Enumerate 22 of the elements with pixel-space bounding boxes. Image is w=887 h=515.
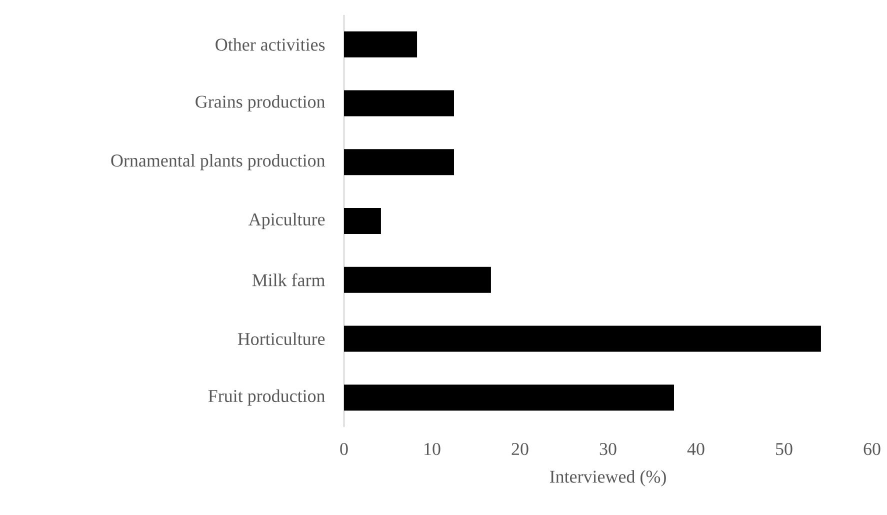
x-axis-title: Interviewed (%) xyxy=(550,470,666,486)
x-tick-label: 20 xyxy=(512,442,528,456)
y-tick-label: Grains production xyxy=(196,95,326,112)
bar xyxy=(344,384,674,411)
x-tick-label: 0 xyxy=(340,442,348,456)
bar xyxy=(344,326,821,352)
y-tick-label: Fruit production xyxy=(208,389,326,406)
y-tick-label: Milk farm xyxy=(252,273,326,286)
x-tick-label: 60 xyxy=(864,442,880,456)
bar xyxy=(344,31,418,58)
bar xyxy=(344,149,454,176)
bar xyxy=(344,266,491,293)
y-tick-label: Ornamental plants production xyxy=(111,154,326,170)
bar xyxy=(344,208,381,234)
x-tick-label: 10 xyxy=(424,442,440,456)
y-tick-label: Horticulture xyxy=(238,332,325,346)
y-tick-label: Other activities xyxy=(216,38,325,51)
x-tick-label: 40 xyxy=(687,442,704,456)
bar xyxy=(344,90,454,116)
x-tick-label: 50 xyxy=(776,442,792,456)
x-tick-label: 30 xyxy=(600,442,616,456)
y-tick-label: Apiculture xyxy=(248,212,325,230)
